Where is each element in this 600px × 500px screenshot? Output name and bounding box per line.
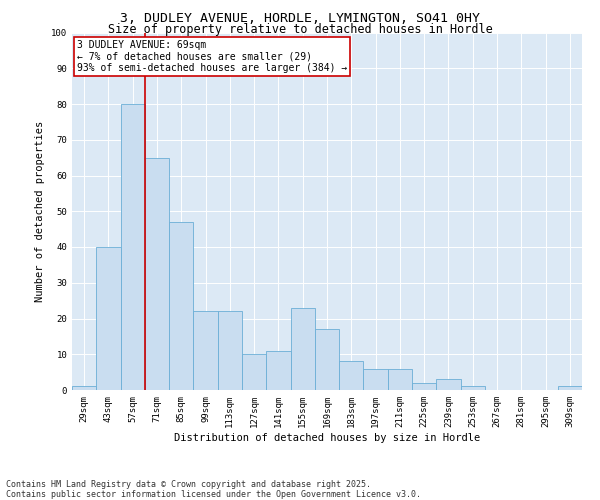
Bar bbox=[558, 386, 582, 390]
Text: Contains HM Land Registry data © Crown copyright and database right 2025.
Contai: Contains HM Land Registry data © Crown c… bbox=[6, 480, 421, 499]
Y-axis label: Number of detached properties: Number of detached properties bbox=[35, 120, 46, 302]
Bar bbox=[72, 386, 96, 390]
Text: 3, DUDLEY AVENUE, HORDLE, LYMINGTON, SO41 0HY: 3, DUDLEY AVENUE, HORDLE, LYMINGTON, SO4… bbox=[120, 12, 480, 26]
Bar bbox=[169, 222, 193, 390]
Bar bbox=[339, 362, 364, 390]
Bar bbox=[461, 386, 485, 390]
Bar bbox=[218, 312, 242, 390]
Bar bbox=[96, 247, 121, 390]
Bar bbox=[388, 368, 412, 390]
Bar bbox=[145, 158, 169, 390]
Text: 3 DUDLEY AVENUE: 69sqm
← 7% of detached houses are smaller (29)
93% of semi-deta: 3 DUDLEY AVENUE: 69sqm ← 7% of detached … bbox=[77, 40, 347, 73]
Bar bbox=[290, 308, 315, 390]
Bar bbox=[364, 368, 388, 390]
Bar bbox=[436, 380, 461, 390]
Bar bbox=[412, 383, 436, 390]
Text: Size of property relative to detached houses in Hordle: Size of property relative to detached ho… bbox=[107, 22, 493, 36]
Bar bbox=[242, 354, 266, 390]
Bar bbox=[121, 104, 145, 390]
Bar bbox=[193, 312, 218, 390]
X-axis label: Distribution of detached houses by size in Hordle: Distribution of detached houses by size … bbox=[174, 432, 480, 442]
Bar bbox=[315, 329, 339, 390]
Bar bbox=[266, 350, 290, 390]
